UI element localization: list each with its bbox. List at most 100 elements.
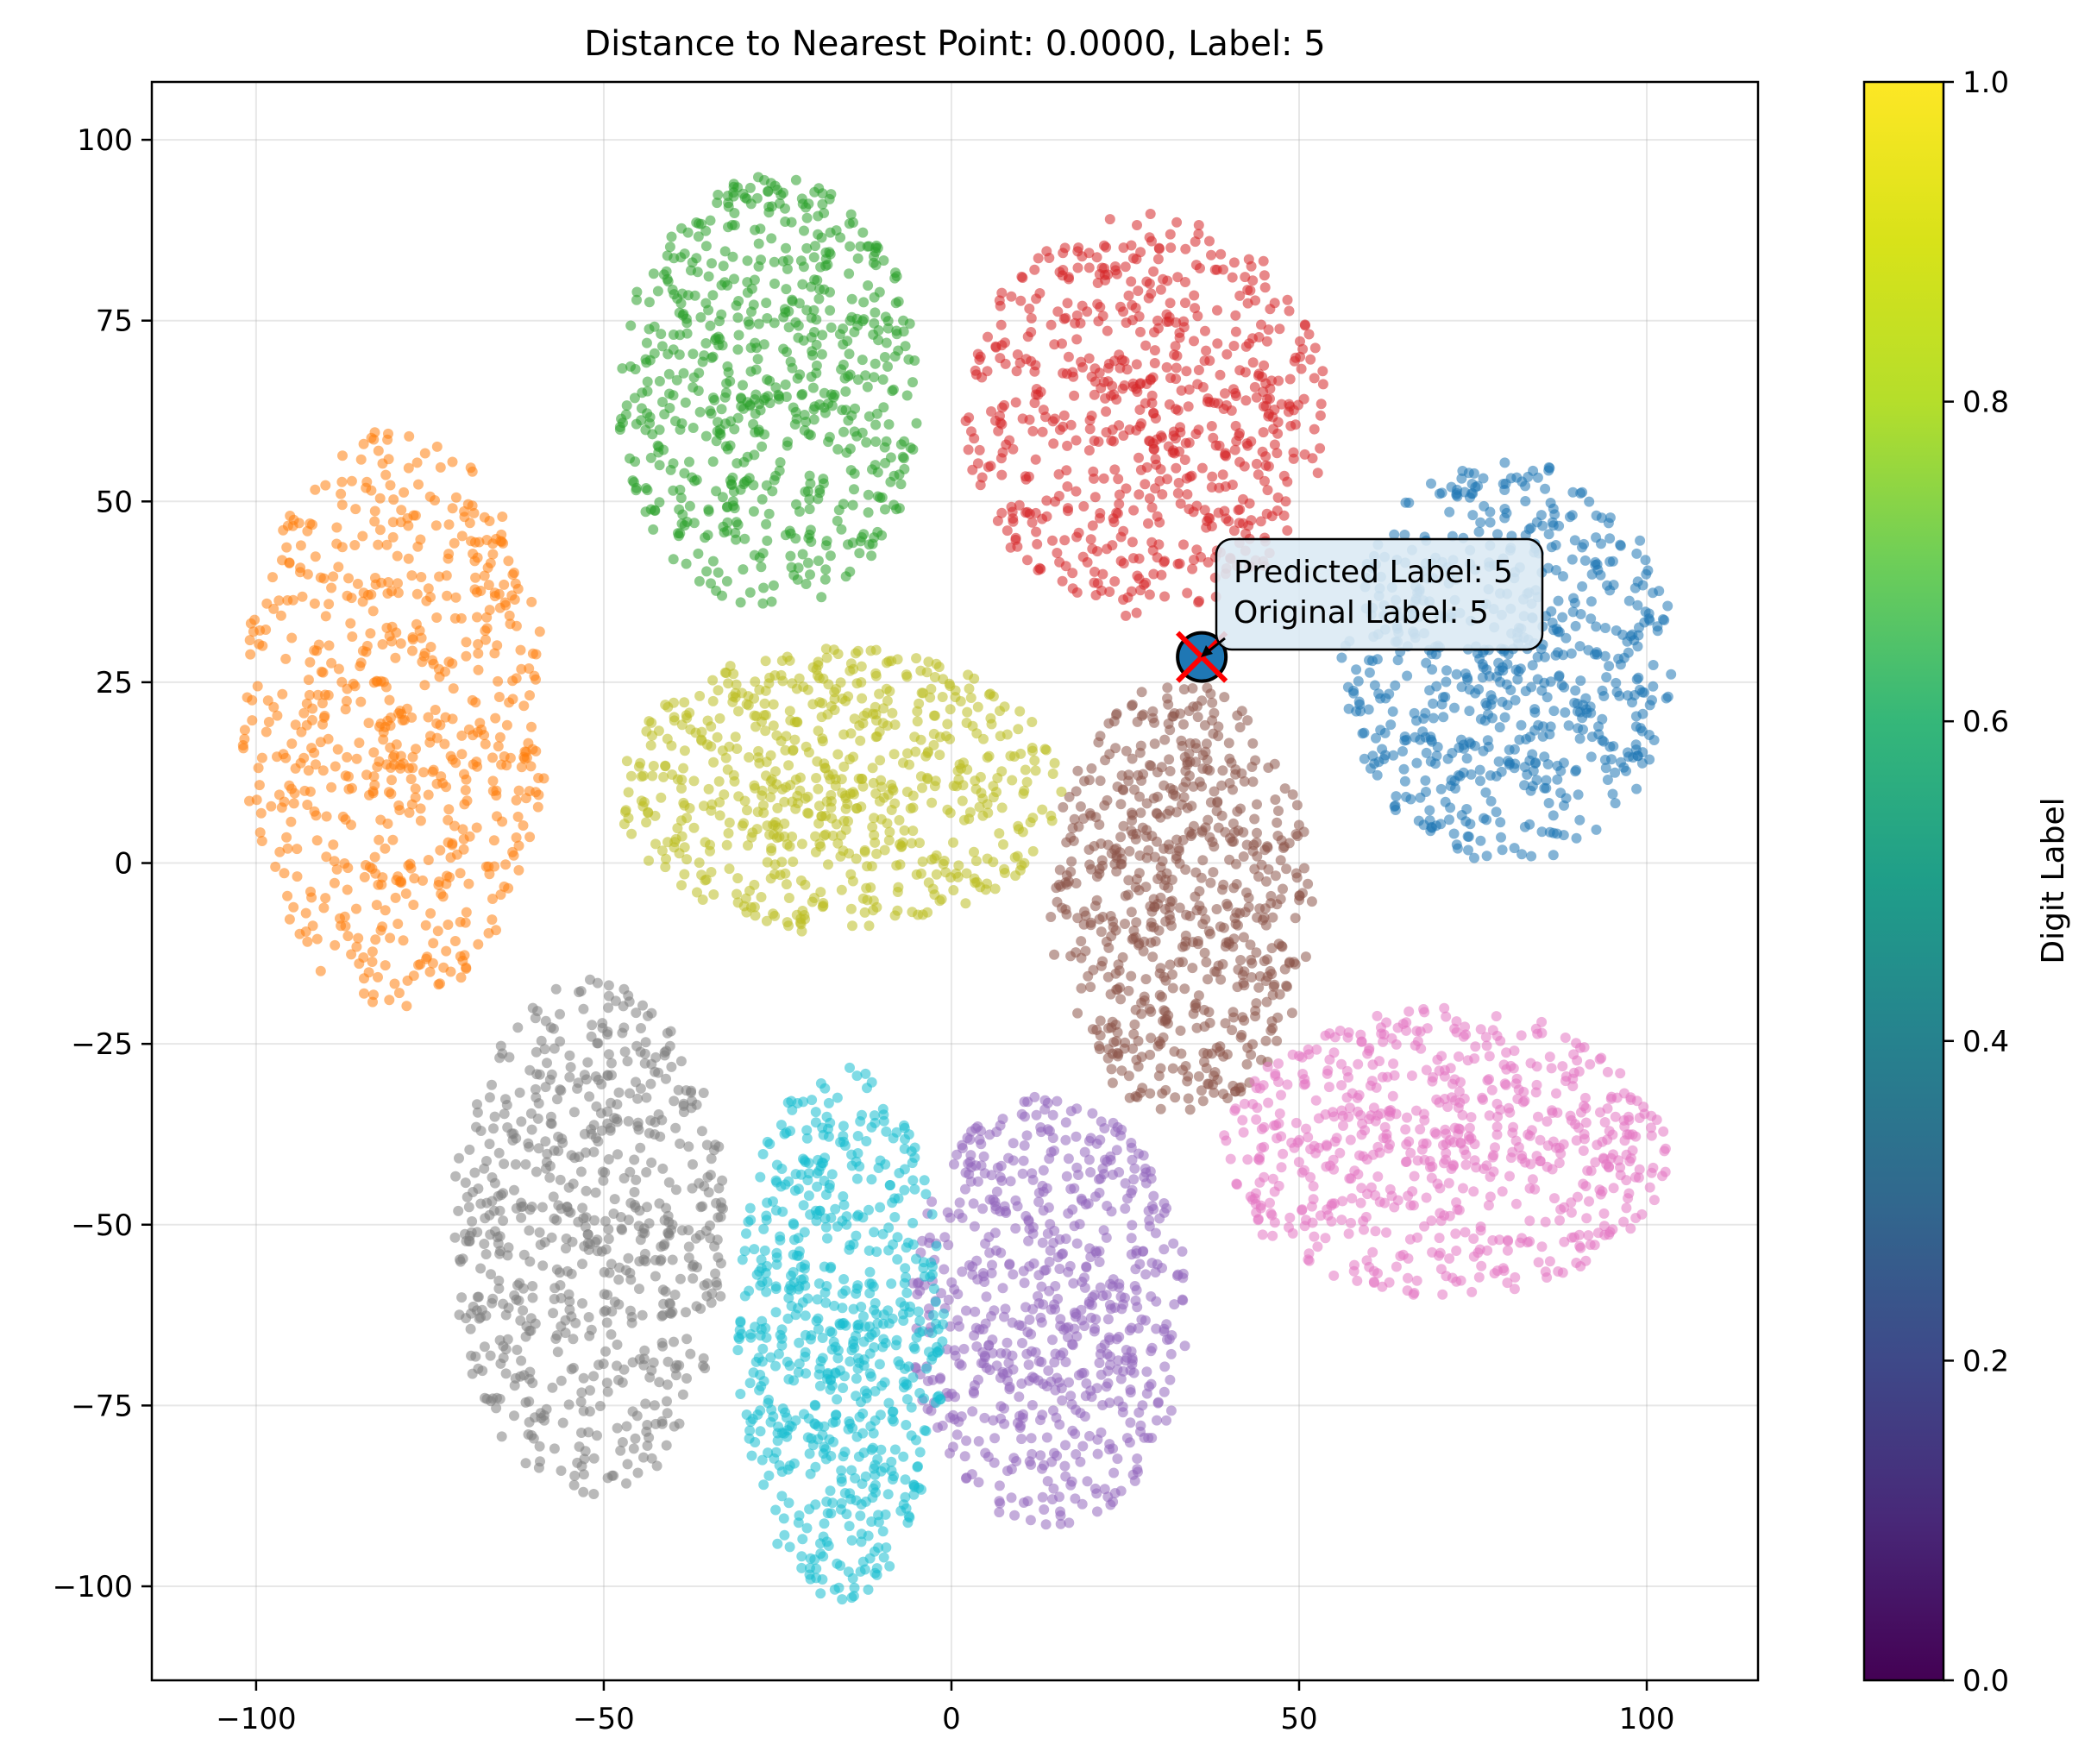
scatter-point bbox=[857, 228, 868, 238]
scatter-point bbox=[1343, 1072, 1353, 1083]
scatter-point bbox=[722, 518, 732, 528]
scatter-point bbox=[932, 1422, 943, 1433]
scatter-point bbox=[254, 763, 264, 773]
scatter-point bbox=[1101, 406, 1111, 417]
scatter-point bbox=[1105, 1500, 1115, 1510]
scatter-point bbox=[1240, 395, 1251, 405]
scatter-point bbox=[743, 255, 753, 266]
scatter-point bbox=[328, 571, 338, 581]
scatter-point bbox=[688, 1159, 698, 1170]
scatter-point bbox=[763, 207, 774, 217]
scatter-point bbox=[1071, 878, 1082, 888]
scatter-point bbox=[494, 1148, 505, 1158]
scatter-point bbox=[1561, 793, 1572, 803]
scatter-point bbox=[1077, 983, 1087, 994]
scatter-point bbox=[424, 583, 434, 593]
scatter-point bbox=[1570, 598, 1580, 608]
scatter-point bbox=[449, 683, 459, 694]
scatter-point bbox=[1272, 448, 1282, 458]
scatter-point bbox=[512, 1022, 523, 1033]
scatter-point bbox=[1367, 1247, 1378, 1258]
scatter-point bbox=[378, 734, 388, 744]
scatter-point bbox=[1590, 1157, 1600, 1167]
scatter-point bbox=[1259, 256, 1269, 267]
scatter-point bbox=[770, 382, 781, 392]
scatter-point bbox=[1544, 798, 1554, 808]
scatter-point bbox=[637, 1001, 648, 1011]
scatter-point bbox=[323, 599, 334, 609]
scatter-point bbox=[1555, 1148, 1566, 1158]
scatter-point bbox=[1611, 625, 1622, 636]
scatter-point bbox=[648, 524, 658, 535]
scatter-point bbox=[961, 1435, 971, 1446]
scatter-point bbox=[1169, 1046, 1179, 1057]
scatter-point bbox=[488, 1123, 499, 1133]
scatter-point bbox=[1004, 1384, 1014, 1394]
scatter-point bbox=[628, 475, 638, 486]
scatter-point bbox=[1457, 681, 1467, 692]
scatter-point bbox=[1180, 277, 1190, 287]
scatter-point bbox=[1316, 399, 1327, 409]
scatter-point bbox=[1258, 1229, 1268, 1240]
scatter-point bbox=[826, 550, 836, 561]
scatter-point bbox=[1128, 505, 1139, 516]
scatter-point bbox=[1426, 479, 1436, 489]
scatter-point bbox=[370, 934, 380, 945]
scatter-point bbox=[1170, 449, 1180, 459]
scatter-point bbox=[1424, 685, 1435, 695]
scatter-point bbox=[1054, 1420, 1064, 1430]
scatter-point bbox=[1592, 825, 1602, 835]
scatter-point bbox=[1559, 1139, 1569, 1150]
scatter-point bbox=[448, 755, 458, 765]
scatter-point bbox=[1313, 468, 1323, 478]
scatter-point bbox=[515, 1315, 525, 1326]
scatter-point bbox=[1473, 684, 1484, 694]
scatter-point bbox=[1084, 445, 1095, 455]
scatter-point bbox=[464, 1202, 474, 1212]
scatter-point bbox=[295, 929, 305, 939]
scatter-point bbox=[1485, 1051, 1495, 1061]
scatter-point bbox=[1013, 1201, 1023, 1211]
scatter-point bbox=[799, 261, 809, 272]
scatter-point bbox=[1058, 576, 1068, 587]
scatter-point bbox=[1599, 1208, 1610, 1219]
scatter-point bbox=[1393, 655, 1403, 665]
scatter-point bbox=[1658, 1127, 1668, 1137]
scatter-point bbox=[468, 695, 478, 706]
scatter-point bbox=[814, 399, 825, 410]
scatter-point bbox=[971, 369, 982, 380]
scatter-point bbox=[1328, 1271, 1339, 1281]
scatter-point bbox=[1371, 1226, 1381, 1236]
scatter-point bbox=[1194, 424, 1204, 435]
scatter-point bbox=[939, 1232, 950, 1242]
scatter-point bbox=[320, 893, 330, 903]
scatter-point bbox=[1460, 1094, 1470, 1104]
scatter-point bbox=[813, 211, 823, 222]
scatter-point bbox=[481, 1249, 492, 1259]
scatter-point bbox=[1076, 318, 1086, 329]
scatter-point bbox=[1294, 895, 1304, 905]
scatter-point bbox=[679, 368, 689, 379]
scatter-point bbox=[425, 592, 436, 602]
scatter-point bbox=[1158, 856, 1168, 866]
scatter-point bbox=[1484, 742, 1494, 752]
scatter-point bbox=[1567, 510, 1578, 520]
scatter-point bbox=[863, 507, 874, 518]
scatter-point bbox=[1529, 707, 1540, 718]
scatter-point bbox=[1064, 1517, 1074, 1528]
scatter-point bbox=[1510, 1045, 1520, 1056]
scatter-point bbox=[1027, 1400, 1038, 1410]
scatter-point bbox=[459, 769, 469, 780]
scatter-point bbox=[518, 700, 529, 711]
scatter-point bbox=[385, 631, 395, 641]
scatter-point bbox=[1259, 1122, 1269, 1133]
scatter-point bbox=[801, 579, 812, 589]
scatter-point bbox=[1115, 832, 1126, 842]
scatter-point bbox=[1008, 517, 1019, 527]
scatter-point bbox=[1132, 220, 1142, 230]
scatter-point bbox=[836, 524, 846, 535]
scatter-point bbox=[581, 1186, 592, 1196]
cluster bbox=[1219, 1003, 1671, 1300]
scatter-point bbox=[1228, 273, 1238, 283]
